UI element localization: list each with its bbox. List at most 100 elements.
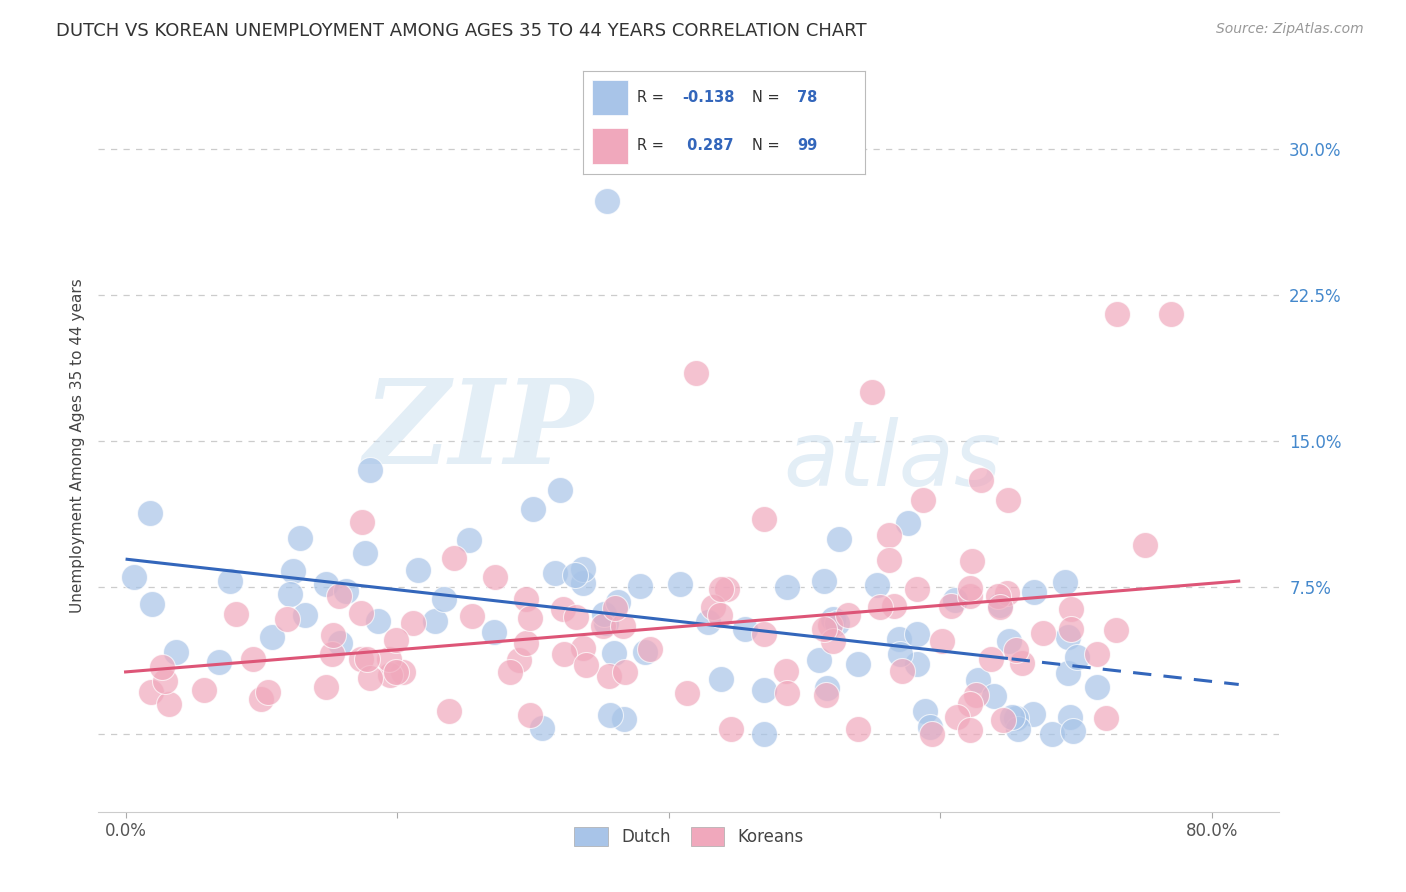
Point [675, 686, 697, 700]
Point [349, 607, 371, 621]
Point [821, 634, 844, 648]
Point [914, 705, 936, 719]
Point [638, 641, 661, 656]
Point [592, 619, 614, 633]
Point [1057, 631, 1080, 645]
Point [571, 576, 593, 591]
Point [993, 713, 1015, 727]
Point [821, 612, 844, 626]
Point [818, 617, 841, 632]
Point [959, 723, 981, 737]
Text: ZIP: ZIP [364, 374, 595, 489]
Point [515, 636, 537, 650]
Point [1066, 650, 1088, 665]
Point [458, 533, 481, 547]
Point [1024, 585, 1046, 599]
Point [1085, 680, 1108, 694]
Point [328, 589, 350, 603]
Point [710, 582, 733, 596]
Point [702, 600, 724, 615]
Point [998, 633, 1021, 648]
Point [1004, 643, 1026, 657]
Point [433, 592, 456, 607]
Point [288, 531, 311, 545]
Point [962, 553, 984, 567]
Point [596, 194, 619, 209]
Point [941, 599, 963, 614]
Point [837, 607, 859, 622]
Point [980, 652, 1002, 666]
Point [945, 710, 967, 724]
Point [423, 614, 446, 628]
Point [150, 659, 173, 673]
Text: 78: 78 [797, 90, 817, 105]
Y-axis label: Unemployment Among Ages 35 to 44 years: Unemployment Among Ages 35 to 44 years [69, 278, 84, 614]
Point [912, 492, 935, 507]
Point [967, 673, 990, 688]
Point [607, 595, 630, 609]
Point [628, 579, 651, 593]
Point [907, 627, 929, 641]
Point [380, 668, 402, 682]
Point [697, 615, 720, 629]
Point [959, 590, 981, 604]
Point [593, 607, 616, 621]
Point [544, 566, 567, 580]
Point [959, 582, 981, 596]
Point [530, 721, 553, 735]
Point [153, 673, 176, 688]
Text: Source: ZipAtlas.com: Source: ZipAtlas.com [1216, 22, 1364, 37]
Point [776, 580, 799, 594]
Point [846, 723, 869, 737]
Point [484, 570, 506, 584]
Point [218, 574, 240, 588]
Point [710, 672, 733, 686]
Point [883, 599, 905, 613]
Point [225, 607, 247, 621]
Point [815, 681, 838, 696]
Text: 99: 99 [797, 138, 817, 153]
Point [709, 608, 731, 623]
Point [1095, 711, 1118, 725]
Point [965, 688, 987, 702]
Text: N =: N = [752, 138, 785, 153]
Point [402, 616, 425, 631]
Point [1040, 727, 1063, 741]
Point [1105, 623, 1128, 637]
Point [918, 720, 941, 734]
Point [995, 586, 1018, 600]
Point [970, 473, 993, 487]
Point [367, 614, 389, 628]
Text: R =: R = [637, 138, 668, 153]
Point [860, 385, 883, 400]
Point [522, 502, 544, 516]
Point [879, 553, 901, 567]
Point [385, 665, 408, 680]
Point [752, 512, 775, 526]
Point [613, 712, 636, 726]
Point [1007, 722, 1029, 736]
Text: atlas: atlas [783, 417, 1001, 505]
Point [931, 634, 953, 648]
Point [437, 704, 460, 718]
Point [378, 651, 401, 665]
Point [986, 589, 1008, 603]
Point [598, 669, 620, 683]
Point [519, 708, 541, 723]
Point [612, 619, 634, 633]
Point [754, 683, 776, 698]
Point [813, 574, 835, 588]
Point [208, 655, 231, 669]
Point [869, 599, 891, 614]
Point [1057, 665, 1080, 680]
Point [943, 593, 966, 607]
Point [669, 577, 692, 591]
Point [484, 624, 506, 639]
Point [754, 627, 776, 641]
Point [889, 648, 911, 662]
Point [614, 665, 637, 679]
Point [828, 532, 851, 546]
Point [1133, 538, 1156, 552]
Point [1060, 601, 1083, 615]
Point [315, 577, 337, 591]
